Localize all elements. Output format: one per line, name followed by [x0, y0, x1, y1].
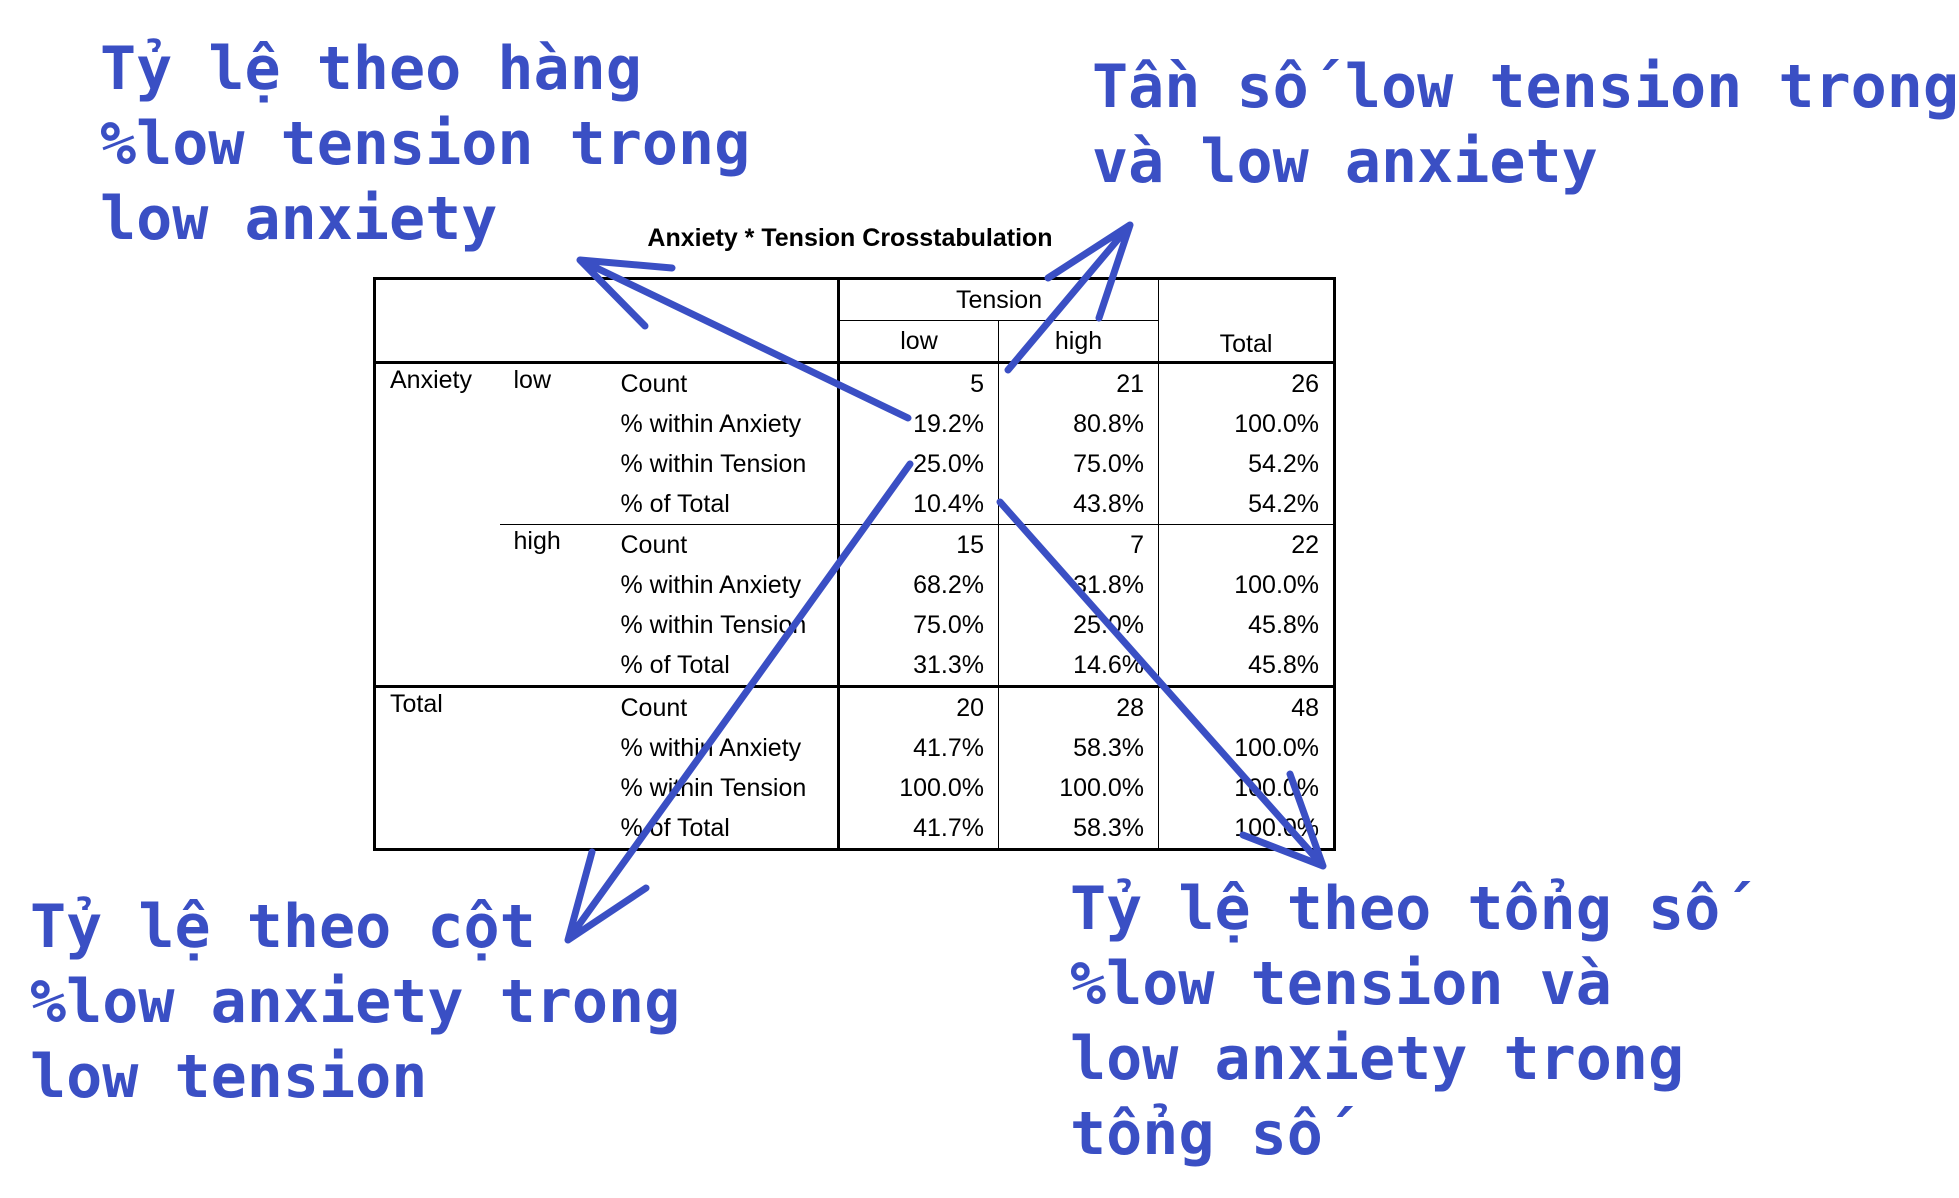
cell-total: 26 — [1158, 361, 1335, 404]
row-group-label: high — [499, 524, 607, 687]
arrow-row-percent — [576, 256, 912, 422]
table-row: % of Total 31.3% 14.6% 45.8% — [375, 645, 1335, 687]
table-row: % within Tension 75.0% 25.0% 45.8% — [375, 605, 1335, 645]
cell-total: 54.2% — [1158, 484, 1335, 525]
cell-high: 43.8% — [998, 484, 1159, 525]
table-row: % of Total 10.4% 43.8% 54.2% — [375, 484, 1335, 525]
cell-low: 68.2% — [837, 565, 999, 605]
arrow-total-percent — [996, 498, 1327, 870]
cell-total: 100.0% — [1158, 728, 1335, 768]
table-title-wrapper: Anxiety * Tension Crosstabulation — [0, 224, 1700, 253]
cell-low: 41.7% — [837, 808, 999, 850]
table-row: % within Tension 25.0% 75.0% 54.2% — [375, 444, 1335, 484]
cell-low: 31.3% — [837, 645, 999, 687]
annotation-count: Tần số low tension trong và low anxiety — [1092, 52, 1959, 197]
stat-label: % within Anxiety — [620, 570, 802, 599]
cell-total: 45.8% — [1158, 645, 1335, 687]
table-row: Total Count 20 28 48 — [374, 685, 1335, 850]
annotation-total-percent: Tỷ lệ theo tổng số %low tension và low a… — [1070, 874, 1721, 1169]
cell-total: 100.0% — [1158, 565, 1335, 605]
row-group-label: low — [499, 361, 607, 525]
cell-low: 20 — [837, 685, 999, 728]
stat-label: % within Anxiety — [620, 409, 802, 438]
col-header-low: low — [837, 320, 999, 363]
annotation-column-percent: Tỷ lệ theo cột %low anxiety trong low te… — [30, 892, 681, 1112]
cell-low: 19.2% — [837, 404, 999, 444]
stat-label: Count — [606, 524, 839, 565]
arrow-count — [1004, 221, 1134, 374]
cell-total: 54.2% — [1158, 444, 1335, 484]
stat-label: % of Total — [620, 489, 730, 518]
table-row: high Count 15 7 22 — [375, 524, 1335, 687]
cell-low: 100.0% — [837, 768, 999, 808]
table-body: Anxiety low Count 5 21 26% within Anxiety 19.2… — [374, 361, 1335, 850]
table-row: % within Anxiety 68.2% 31.8% 100.0% — [375, 565, 1335, 605]
stat-label: % within Tension — [620, 773, 807, 802]
cell-high: 80.8% — [998, 404, 1159, 444]
table-row: Anxiety low Count 5 21 26 — [374, 361, 1335, 687]
header-row-1: Tension Total — [375, 278, 1335, 363]
table-title: Anxiety * Tension Crosstabulation — [647, 224, 1053, 252]
cell-total: 22 — [1158, 524, 1335, 565]
cell-high: 58.3% — [998, 808, 1159, 850]
stat-label: % within Tension — [620, 449, 807, 478]
col-header-total: Total — [1158, 278, 1335, 363]
cell-high: 21 — [998, 361, 1159, 404]
cell-low: 41.7% — [837, 728, 999, 768]
stat-label: % within Tension — [620, 610, 807, 639]
cell-high: 75.0% — [998, 444, 1159, 484]
cell-total: 48 — [1158, 685, 1335, 728]
cell-total: 100.0% — [1158, 404, 1335, 444]
cell-low: 25.0% — [837, 444, 999, 484]
cell-low: 75.0% — [837, 605, 999, 645]
stat-label: % of Total — [620, 650, 730, 679]
row-var-label: Anxiety — [374, 361, 500, 687]
cell-high: 100.0% — [998, 768, 1159, 808]
cell-total: 45.8% — [1158, 605, 1335, 645]
table-row: % within Anxiety 19.2% 80.8% 100.0% — [375, 404, 1335, 444]
total-row-label: Total — [374, 685, 607, 850]
annotation-row-percent: Tỷ lệ theo hàng %low tension trong low a… — [100, 34, 751, 254]
arrow-column-percent — [564, 460, 914, 944]
cell-high: 25.0% — [998, 605, 1159, 645]
cell-high: 28 — [998, 685, 1159, 728]
cell-high: 58.3% — [998, 728, 1159, 768]
cell-low: 10.4% — [837, 484, 999, 525]
crosstab-table: Tension Total low high Anxiety low Count 5 2… — [373, 277, 1337, 851]
table-row: % within Anxiety 41.7% 58.3% 100.0% — [375, 728, 1335, 768]
